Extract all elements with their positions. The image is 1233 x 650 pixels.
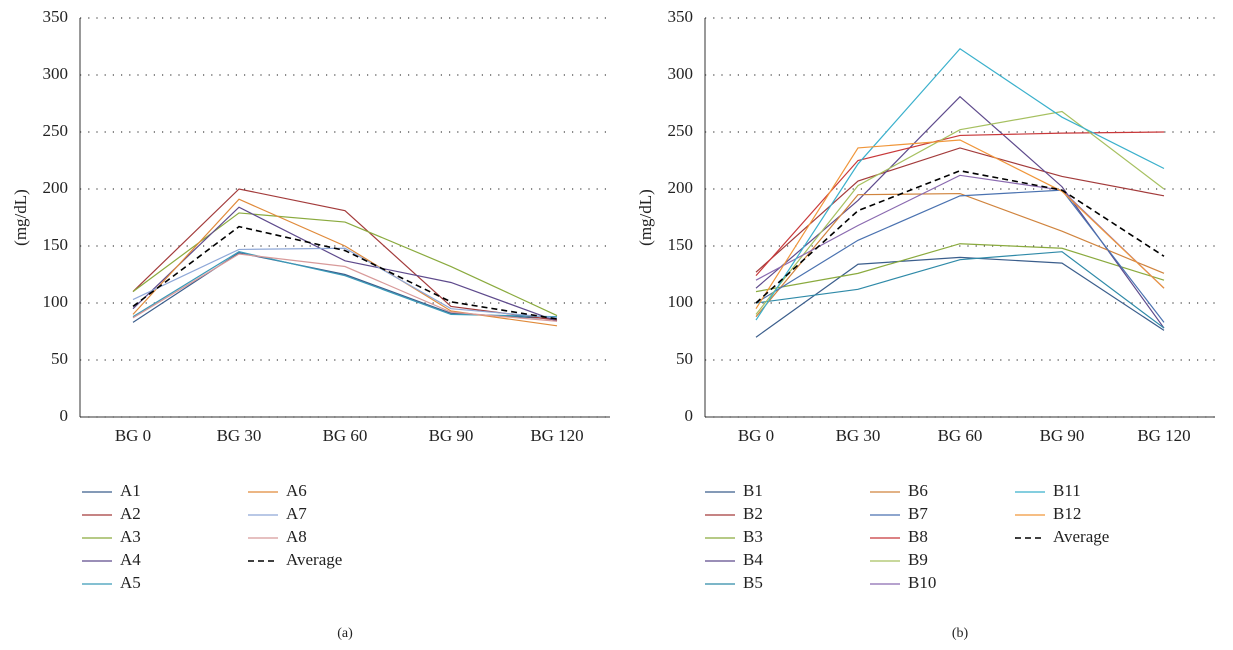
legend-label: B11 — [1053, 481, 1081, 500]
legend-label: A1 — [120, 481, 141, 500]
legend-label: Average — [1053, 527, 1109, 546]
y-tick-label: 300 — [43, 64, 69, 83]
y-tick-label: 100 — [668, 292, 694, 311]
legend-label: A2 — [120, 504, 141, 523]
x-tick-label: BG 60 — [323, 426, 368, 445]
y-tick-label: 150 — [668, 235, 694, 254]
x-tick-label: BG 30 — [836, 426, 881, 445]
data-line — [755, 189, 1165, 323]
legend-label: B1 — [743, 481, 763, 500]
data-line — [755, 169, 1165, 304]
x-tick-label: BG 90 — [1040, 426, 1085, 445]
legend-label: A4 — [120, 550, 141, 569]
y-tick-label: 300 — [668, 64, 694, 83]
legend-label: A8 — [286, 527, 307, 546]
legend-label: B3 — [743, 527, 763, 546]
y-axis-label: (mg/dL) — [11, 189, 30, 246]
data-line — [132, 225, 558, 320]
data-line — [132, 247, 558, 319]
data-line — [755, 243, 1165, 293]
data-line — [132, 198, 558, 327]
legend-label: B2 — [743, 504, 763, 523]
data-line — [755, 131, 1165, 277]
legend-label: A7 — [286, 504, 307, 523]
data-line — [755, 147, 1165, 273]
legend-label: B12 — [1053, 504, 1081, 523]
y-tick-label: 150 — [43, 235, 69, 254]
y-tick-label: 0 — [60, 406, 69, 425]
legend-label: B6 — [908, 481, 928, 500]
y-tick-label: 200 — [43, 178, 69, 197]
legend-label: A3 — [120, 527, 141, 546]
y-tick-label: 100 — [43, 292, 69, 311]
data-line — [755, 174, 1165, 289]
data-line — [755, 192, 1165, 318]
data-line — [755, 47, 1165, 321]
data-line — [755, 110, 1165, 315]
x-tick-label: BG 60 — [938, 426, 983, 445]
x-tick-label: BG 120 — [530, 426, 583, 445]
legend-label: A6 — [286, 481, 307, 500]
x-tick-label: BG 0 — [115, 426, 151, 445]
legend-label: B5 — [743, 573, 763, 592]
legend-label: B8 — [908, 527, 928, 546]
legend-label: B9 — [908, 550, 928, 569]
x-tick-label: BG 120 — [1137, 426, 1190, 445]
y-tick-label: 50 — [51, 349, 68, 368]
panel-label: (a) — [337, 626, 353, 641]
data-line — [132, 188, 558, 321]
x-tick-label: BG 0 — [738, 426, 774, 445]
data-line — [755, 251, 1165, 329]
legend-label: Average — [286, 550, 342, 569]
data-line — [755, 139, 1165, 310]
legend-label: A5 — [120, 573, 141, 592]
y-tick-label: 250 — [668, 121, 694, 140]
y-axis-label: (mg/dL) — [636, 189, 655, 246]
panel-label: (b) — [952, 626, 969, 641]
data-line — [132, 251, 558, 318]
y-tick-label: 50 — [676, 349, 693, 368]
legend-label: B7 — [908, 504, 928, 523]
legend-label: B10 — [908, 573, 936, 592]
data-line — [132, 253, 558, 322]
y-tick-label: 250 — [43, 121, 69, 140]
data-line — [132, 212, 558, 317]
y-tick-label: 0 — [685, 406, 694, 425]
legend-label: B4 — [743, 550, 763, 569]
data-line — [132, 206, 558, 322]
y-tick-label: 350 — [668, 7, 694, 26]
y-tick-label: 200 — [668, 178, 694, 197]
y-tick-label: 350 — [43, 7, 69, 26]
x-tick-label: BG 90 — [429, 426, 474, 445]
data-line — [755, 256, 1165, 338]
x-tick-label: BG 30 — [217, 426, 262, 445]
